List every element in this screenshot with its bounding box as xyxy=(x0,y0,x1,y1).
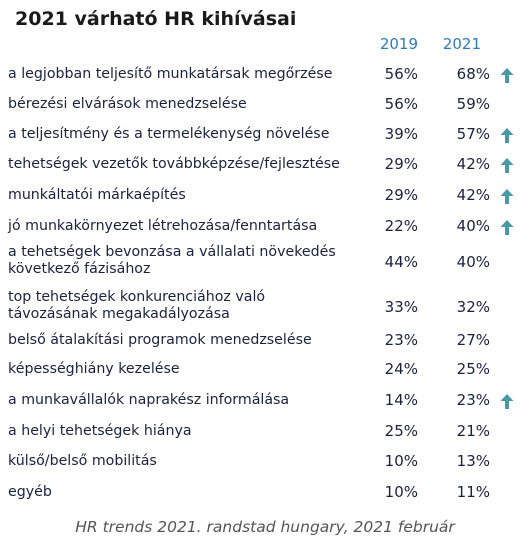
value-2021: 57% xyxy=(456,125,490,143)
value-2021: 59% xyxy=(456,95,490,113)
value-2019: 29% xyxy=(384,155,418,173)
value-2021: 68% xyxy=(456,65,490,83)
row-label: külső/belső mobilitás xyxy=(8,453,157,469)
value-2019: 33% xyxy=(384,298,418,316)
row-label: munkáltatói márkaépítés xyxy=(8,187,186,203)
row-label: top tehetségek konkurenciához való távoz… xyxy=(8,289,266,322)
source-caption: HR trends 2021. randstad hungary, 2021 f… xyxy=(75,518,455,536)
row-label: belső átalakítási programok menedzselése xyxy=(8,332,312,348)
value-2021: 25% xyxy=(456,360,490,378)
value-2021: 13% xyxy=(456,452,490,470)
row-label: a legjobban teljesítő munkatársak megőrz… xyxy=(8,66,333,82)
value-2021: 40% xyxy=(456,217,490,235)
row-label: a tehetségek bevonzása a vállalati növek… xyxy=(8,244,336,277)
arrow-up-icon xyxy=(499,188,515,205)
value-2021: 42% xyxy=(456,155,490,173)
row-label: képességhiány kezelése xyxy=(8,361,180,377)
arrow-up-icon xyxy=(499,157,515,174)
row-label: egyéb xyxy=(8,484,52,500)
value-2019: 29% xyxy=(384,186,418,204)
value-2021: 42% xyxy=(456,186,490,204)
value-2021: 21% xyxy=(456,422,490,440)
row-label: tehetségek vezetők továbbképzése/fejlesz… xyxy=(8,156,340,172)
arrow-up-icon xyxy=(499,393,515,410)
value-2021: 40% xyxy=(456,253,490,271)
arrow-up-icon xyxy=(499,127,515,144)
value-2019: 14% xyxy=(384,391,418,409)
arrow-up-icon xyxy=(499,67,515,84)
value-2019: 10% xyxy=(384,452,418,470)
row-label: a munkavállalók naprakész informálása xyxy=(8,392,290,408)
value-2019: 56% xyxy=(384,65,418,83)
chart-title: 2021 várható HR kihívásai xyxy=(15,8,297,30)
value-2019: 44% xyxy=(384,253,418,271)
column-header-2019: 2019 xyxy=(379,35,418,53)
value-2019: 10% xyxy=(384,483,418,501)
value-2021: 32% xyxy=(456,298,490,316)
row-label: jó munkakörnyezet létrehozása/fenntartás… xyxy=(8,218,318,234)
value-2021: 27% xyxy=(456,331,490,349)
value-2021: 11% xyxy=(456,483,490,501)
row-label: a helyi tehetségek hiánya xyxy=(8,423,192,439)
value-2019: 39% xyxy=(384,125,418,143)
value-2019: 23% xyxy=(384,331,418,349)
column-header-2021: 2021 xyxy=(442,35,481,53)
value-2019: 25% xyxy=(384,422,418,440)
value-2019: 24% xyxy=(384,360,418,378)
value-2019: 22% xyxy=(384,217,418,235)
arrow-up-icon xyxy=(499,219,515,236)
value-2021: 23% xyxy=(456,391,490,409)
row-label: bérezési elvárások menedzselése xyxy=(8,96,247,112)
row-label: a teljesítmény és a termelékenység növel… xyxy=(8,126,330,142)
value-2019: 56% xyxy=(384,95,418,113)
